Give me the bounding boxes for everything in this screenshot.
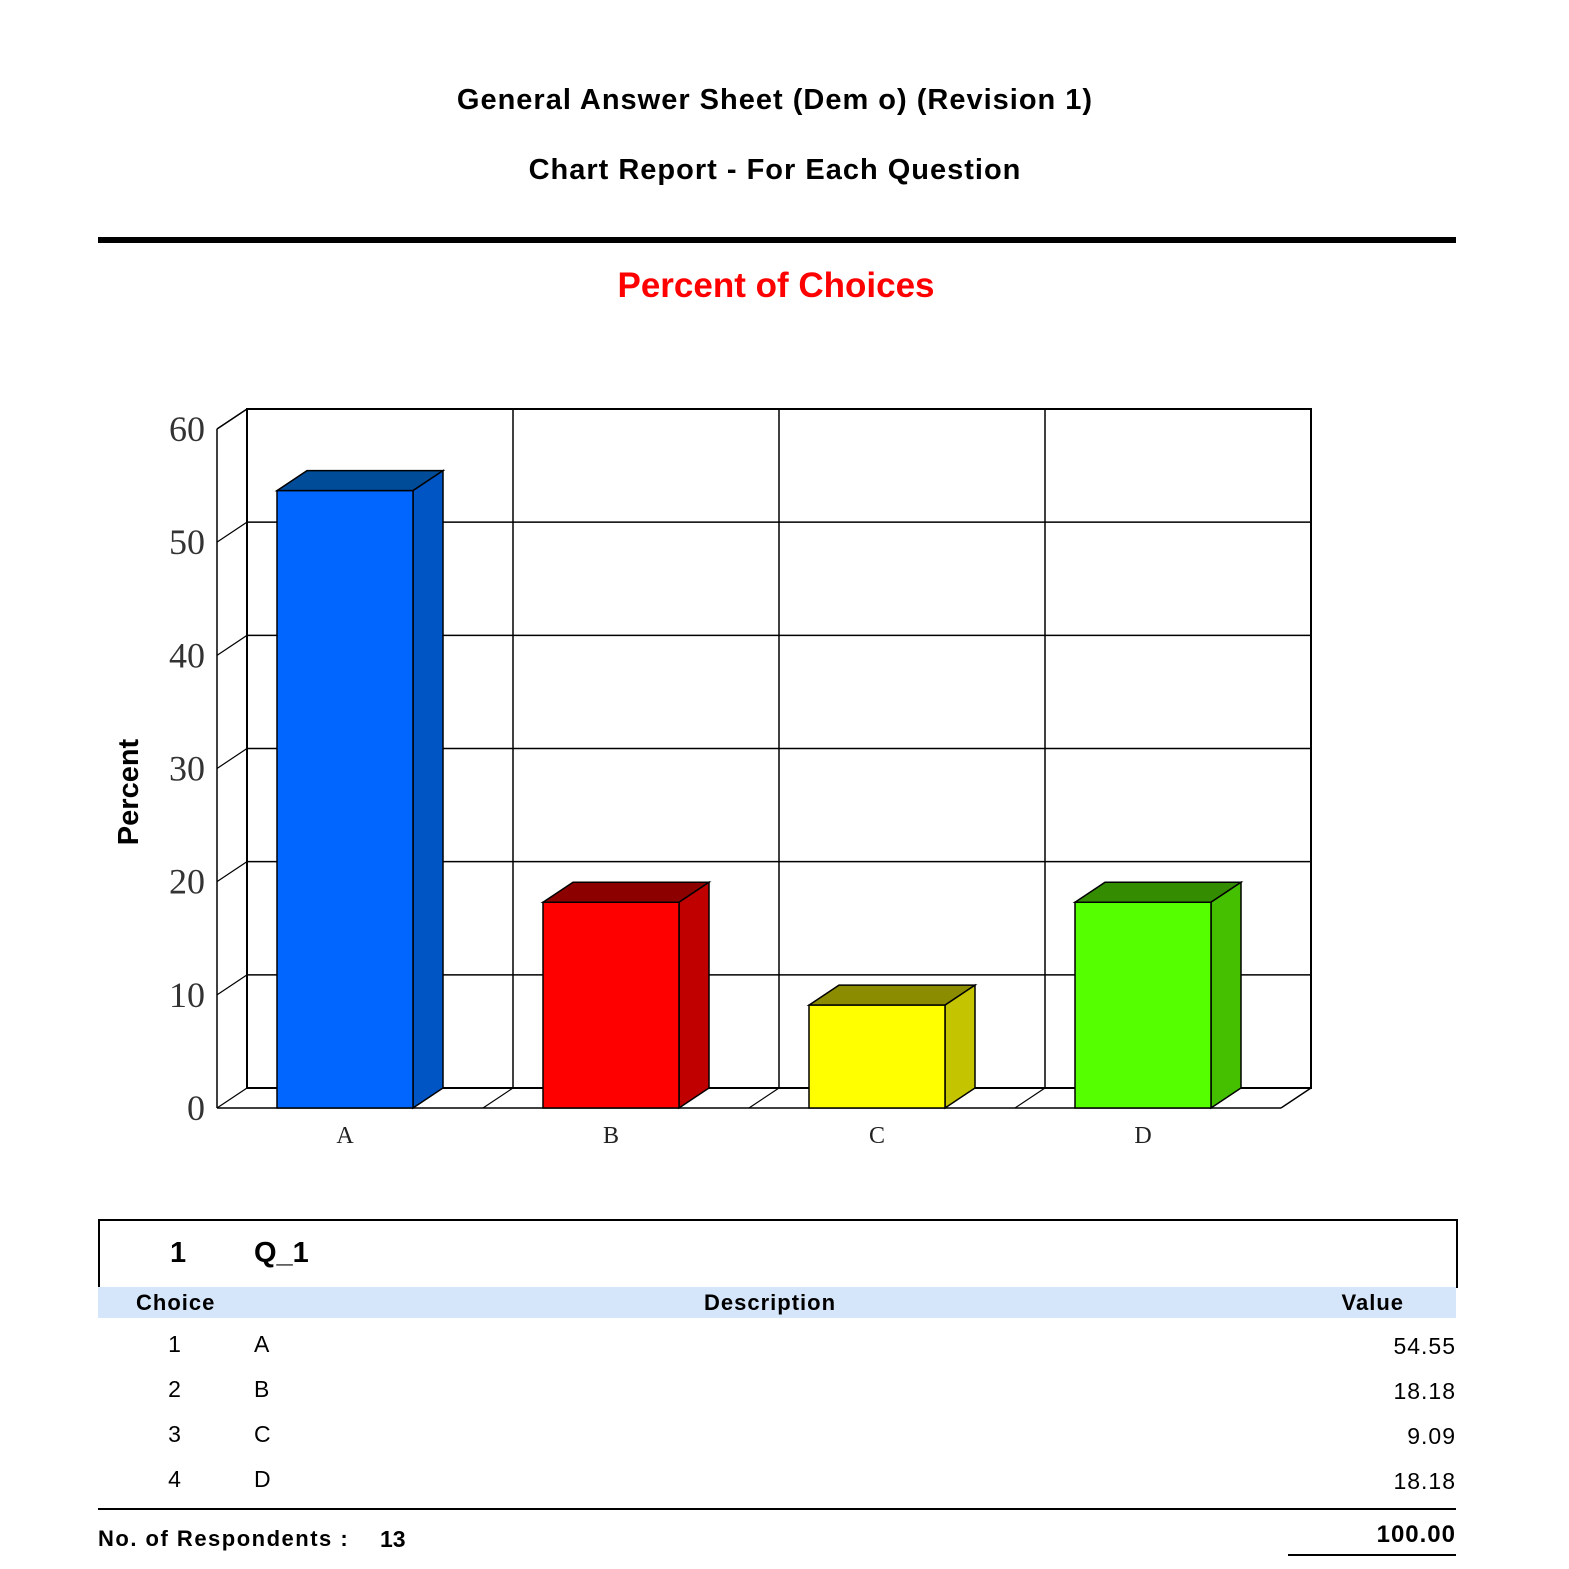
floor-edge <box>1280 1087 1312 1109</box>
x-tick-label: D <box>1134 1123 1151 1149</box>
y-tick-label: 50 <box>169 522 205 562</box>
header-value: Value <box>1341 1290 1404 1315</box>
report-title: General Answer Sheet (Dem o) (Revision 1… <box>456 84 1094 116</box>
x-tick-label: B <box>603 1123 619 1149</box>
table-row: 4 D 18.18 <box>98 1466 1456 1506</box>
bar-D <box>1072 880 1244 1110</box>
row-description: D <box>254 1466 272 1492</box>
y-tick-label: 30 <box>169 749 205 789</box>
bar-front-face <box>276 489 414 1109</box>
bar-side-face <box>1210 880 1242 1110</box>
gridline-side <box>216 1087 248 1109</box>
row-description: A <box>254 1331 271 1357</box>
table-divider <box>98 1508 1456 1510</box>
y-tick-label: 0 <box>187 1088 205 1128</box>
row-choice: 1 <box>168 1331 182 1357</box>
gridline-side <box>216 521 248 543</box>
chart-title: Percent of Choices <box>617 266 934 305</box>
row-choice: 3 <box>168 1421 182 1447</box>
table-header: Choice Description Value <box>98 1287 1456 1318</box>
bar-side-face <box>412 469 444 1110</box>
bar-front-face <box>808 1004 946 1109</box>
bar-chart: Percent of Choices Percent 0 10 20 30 40 50 60… <box>113 266 1312 1149</box>
gridline-side <box>216 861 248 883</box>
gridline-side <box>216 974 248 996</box>
question-box <box>98 1219 1458 1288</box>
bar-side-face <box>944 983 976 1110</box>
y-tick-label: 20 <box>169 862 205 902</box>
header-divider <box>98 237 1456 243</box>
total-value: 100.00 <box>1376 1521 1456 1548</box>
gridline-side <box>216 748 248 769</box>
report-subtitle: Chart Report - For Each Question <box>528 154 1022 186</box>
gridline-side <box>216 408 248 430</box>
bar-side-face <box>678 880 710 1110</box>
x-tick-label: A <box>336 1123 354 1149</box>
floor-divider <box>482 1087 514 1109</box>
row-choice: 4 <box>168 1466 182 1492</box>
bar-B <box>540 880 712 1110</box>
y-tick-label: 10 <box>169 975 205 1015</box>
floor-divider <box>748 1087 780 1109</box>
row-value: 18.18 <box>1393 1468 1456 1494</box>
respondents-count: 13 <box>380 1526 406 1552</box>
total-underline <box>1288 1554 1456 1556</box>
row-value: 54.55 <box>1393 1333 1456 1359</box>
bar-front-face <box>542 901 680 1109</box>
header-choice: Choice <box>136 1290 216 1315</box>
row-description: B <box>254 1376 271 1402</box>
row-choice: 2 <box>168 1376 182 1402</box>
bar-front-face <box>1074 901 1212 1109</box>
y-tick-label: 40 <box>169 635 205 675</box>
gridline-side <box>216 634 248 656</box>
table-row: 2 B 18.18 <box>98 1376 1456 1416</box>
bar-A <box>274 469 446 1110</box>
row-value: 9.09 <box>1407 1423 1456 1449</box>
header-description: Description <box>704 1290 837 1315</box>
row-value: 18.18 <box>1393 1378 1456 1404</box>
table-row: 1 A 54.55 <box>98 1331 1456 1371</box>
respondents-label: No. of Respondents : <box>98 1526 350 1551</box>
bar-C <box>806 983 978 1110</box>
question-name: Q_1 <box>254 1237 309 1269</box>
question-number: 1 <box>170 1237 187 1269</box>
floor-divider <box>1014 1087 1046 1109</box>
row-description: C <box>254 1421 272 1447</box>
y-tick-label: 60 <box>169 409 205 449</box>
y-axis-label: Percent <box>113 738 145 845</box>
x-tick-label: C <box>869 1123 885 1149</box>
table-row: 3 C 9.09 <box>98 1421 1456 1461</box>
